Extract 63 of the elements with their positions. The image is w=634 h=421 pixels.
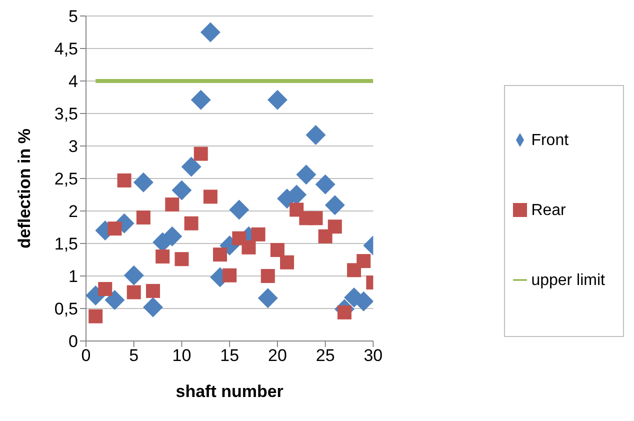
point xyxy=(318,229,332,244)
point xyxy=(190,90,211,110)
point xyxy=(270,243,284,257)
y-tick-label: 4,5 xyxy=(54,40,78,59)
point xyxy=(108,222,122,236)
y-tick-label: 4 xyxy=(68,72,78,92)
y-tick-label: 2 xyxy=(68,202,78,222)
y-tick-label: 2,5 xyxy=(54,170,78,189)
point xyxy=(260,269,275,283)
y-tick-label: 3,5 xyxy=(54,104,78,124)
point xyxy=(126,285,141,300)
point xyxy=(181,156,202,177)
point xyxy=(251,227,266,242)
y-tick-label: 1,5 xyxy=(54,234,78,254)
point xyxy=(337,305,352,320)
point xyxy=(328,220,342,234)
x-tick-label: 25 xyxy=(316,346,335,366)
point xyxy=(229,200,250,220)
point xyxy=(306,124,326,145)
x-tick-label: 30 xyxy=(364,346,383,366)
x-tick-label: 5 xyxy=(129,346,139,366)
x-tick-label: 10 xyxy=(172,346,192,366)
point xyxy=(308,211,323,226)
point xyxy=(143,297,164,318)
point xyxy=(117,173,132,188)
point xyxy=(174,252,189,266)
point xyxy=(356,254,371,268)
x-tick-label: 15 xyxy=(220,346,240,366)
point xyxy=(104,290,125,310)
point xyxy=(200,22,220,42)
point xyxy=(324,195,345,216)
point xyxy=(213,248,228,262)
x-tick-label: 20 xyxy=(268,346,287,366)
x-axis-title: shaft number xyxy=(176,382,284,401)
point xyxy=(222,268,237,282)
y-tick-label: 0,5 xyxy=(54,300,78,319)
point xyxy=(146,284,160,298)
point xyxy=(203,190,218,204)
y-tick-label: 5 xyxy=(68,7,78,26)
point xyxy=(194,146,208,161)
y-tick-label: 0 xyxy=(68,332,78,352)
point xyxy=(156,250,170,264)
x-tick-label: 0 xyxy=(81,346,91,366)
point xyxy=(136,210,150,224)
point xyxy=(124,265,144,286)
y-tick-label: 1 xyxy=(68,267,78,286)
point xyxy=(267,90,288,110)
point xyxy=(98,282,112,296)
point xyxy=(88,309,103,324)
point xyxy=(315,174,336,194)
legend-label: Rear xyxy=(531,202,566,218)
point xyxy=(280,255,294,270)
point xyxy=(258,288,278,308)
legend-label: Front xyxy=(531,132,569,148)
point xyxy=(296,164,316,185)
legend-label: upper limit xyxy=(531,272,605,288)
point xyxy=(184,216,198,230)
y-axis-title: deflection in % xyxy=(15,128,34,248)
point xyxy=(242,240,256,254)
y-tick-label: 3 xyxy=(68,137,78,156)
point xyxy=(172,180,192,200)
point xyxy=(165,198,180,212)
point xyxy=(133,172,154,192)
